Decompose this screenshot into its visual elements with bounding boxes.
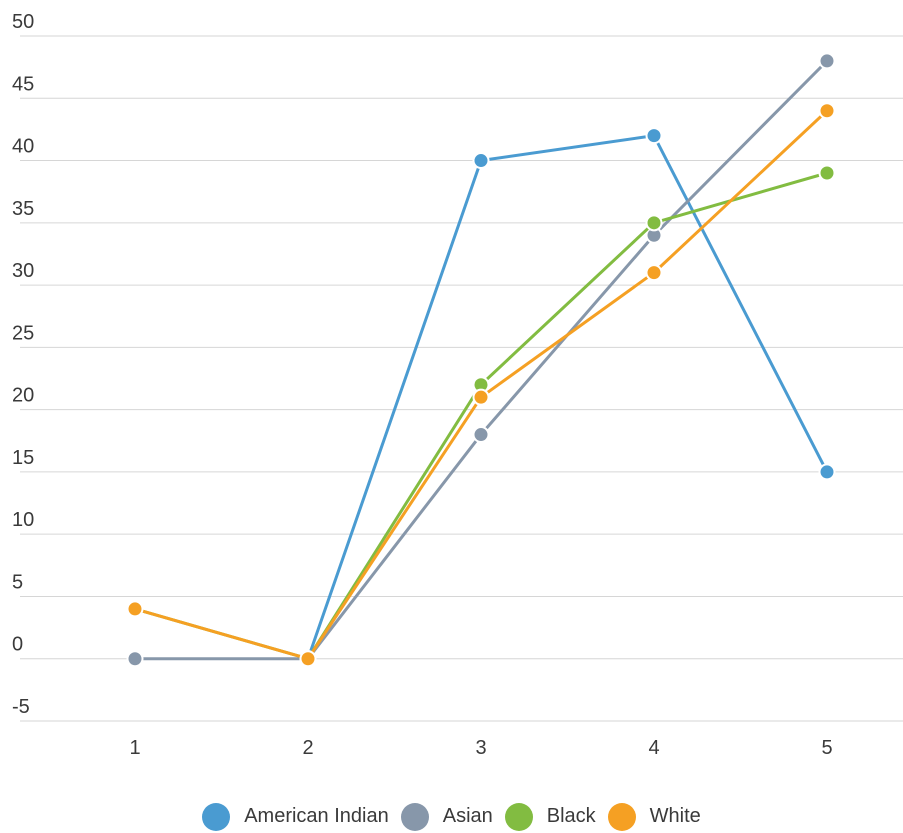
x-tick-label: 2 (302, 737, 313, 759)
y-tick-label: 10 (12, 509, 34, 531)
data-point[interactable] (126, 600, 144, 618)
legend-label: American Indian (244, 805, 389, 827)
series-lines (126, 52, 836, 668)
y-tick-label: 20 (12, 385, 34, 407)
x-tick-label: 1 (129, 737, 140, 759)
series-asian (126, 52, 836, 668)
series-american-indian (299, 127, 836, 668)
data-point[interactable] (472, 426, 490, 444)
y-tick-label: -5 (12, 696, 30, 718)
x-tick-label: 5 (821, 737, 832, 759)
data-point[interactable] (299, 650, 317, 668)
series-line (135, 59, 829, 661)
data-point[interactable] (472, 388, 490, 406)
gridlines (20, 35, 903, 722)
x-tick-label: 3 (475, 737, 486, 759)
legend-swatch (607, 802, 636, 831)
legend-swatch (202, 802, 231, 831)
legend-swatch (400, 802, 429, 831)
data-point[interactable] (472, 152, 490, 170)
legend-label: Black (546, 805, 596, 827)
data-point[interactable] (645, 264, 663, 282)
y-tick-label: 5 (12, 571, 23, 593)
x-tick-label: 4 (648, 737, 659, 759)
legend-label: Asian (442, 805, 493, 827)
y-tick-label: 40 (12, 136, 34, 158)
series-line (306, 134, 829, 660)
legend-item[interactable]: American Indian (202, 802, 389, 831)
series-black (126, 164, 836, 668)
data-point[interactable] (645, 214, 663, 232)
legend-item[interactable]: Black (504, 802, 596, 831)
legend-label: White (649, 805, 701, 827)
y-tick-label: 0 (12, 634, 23, 656)
legend-item[interactable]: Asian (400, 802, 493, 831)
y-tick-label: 25 (12, 322, 34, 344)
y-tick-label: 35 (12, 198, 34, 220)
y-tick-label: 15 (12, 447, 34, 469)
data-point[interactable] (818, 164, 836, 182)
data-point[interactable] (645, 127, 663, 145)
y-tick-label: 30 (12, 260, 34, 282)
legend-swatch (504, 802, 533, 831)
series-line (134, 171, 828, 661)
y-axis-ticks: -5 0 5 10 15 20 25 30 35 40 45 50 (12, 11, 34, 718)
legend: American Indian Asian Black White (0, 800, 903, 833)
legend-item[interactable]: White (607, 802, 701, 831)
data-point[interactable] (818, 463, 836, 481)
y-tick-label: 45 (12, 73, 34, 95)
x-axis-ticks: 1 2 3 4 5 (129, 737, 832, 759)
data-point[interactable] (818, 52, 836, 70)
y-tick-label: 50 (12, 11, 34, 33)
data-point[interactable] (126, 650, 144, 668)
data-point[interactable] (818, 102, 836, 120)
series-white (126, 102, 836, 668)
